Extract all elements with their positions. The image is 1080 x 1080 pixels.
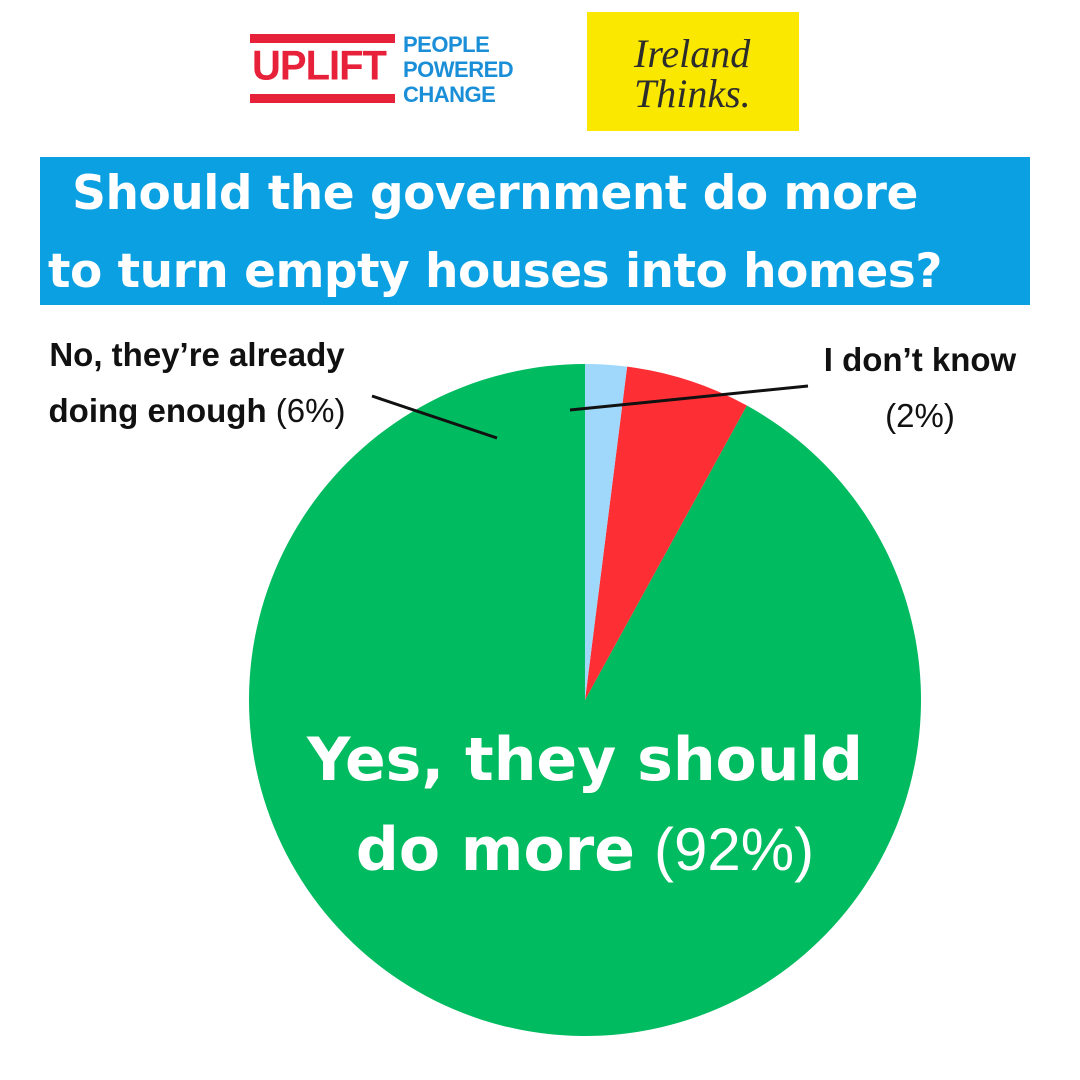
slice-value-no: (6%)	[276, 392, 346, 429]
title-banner	[40, 157, 1030, 305]
uplift-tagline: PEOPLE POWERED CHANGE	[403, 32, 514, 107]
uplift-bottom-bar	[250, 94, 395, 103]
uplift-top-bar	[250, 34, 395, 43]
pie-slice-no	[585, 366, 747, 700]
chart-title-line-2: to turn empty houses into homes?	[48, 244, 942, 299]
pie-slice-dont-know	[585, 364, 628, 700]
uplift-logo: UPLIFT PEOPLE POWERED CHANGE	[250, 30, 514, 110]
uplift-tagline-line: POWERED	[403, 57, 514, 82]
slice-value-yes: (92%)	[654, 816, 814, 883]
slice-label-yes-line-2: do more (92%)	[356, 815, 814, 885]
ireland-thinks-line: Thinks.	[634, 71, 751, 116]
slice-label-dont-know: I don’t know	[824, 341, 1017, 378]
uplift-word: UPLIFT	[252, 42, 387, 90]
slice-label-yes-text: do more	[356, 815, 635, 885]
slice-label-no-line-2: doing enough (6%)	[49, 392, 346, 429]
uplift-tagline-line: CHANGE	[403, 82, 496, 107]
pie-slices	[249, 364, 922, 1037]
pie-slice-yes	[249, 364, 922, 1037]
slice-label-no-text: doing enough	[49, 392, 267, 429]
slice-value-dont-know: (2%)	[885, 397, 955, 434]
chart-title-line-1: Should the government do more	[72, 166, 918, 221]
leader-line-dont-know	[569, 384, 809, 412]
slice-label-yes-line-1: Yes, they should	[306, 725, 863, 795]
leader-lines	[371, 384, 809, 440]
slice-label-no-line-1: No, they’re already	[49, 336, 345, 373]
uplift-tagline-line: PEOPLE	[403, 32, 490, 57]
leader-line-no	[371, 394, 498, 440]
ireland-thinks-logo: Ireland Thinks.	[587, 12, 799, 131]
ireland-thinks-line: Ireland	[634, 31, 751, 76]
uplift-wordmark: UPLIFT	[250, 30, 395, 110]
